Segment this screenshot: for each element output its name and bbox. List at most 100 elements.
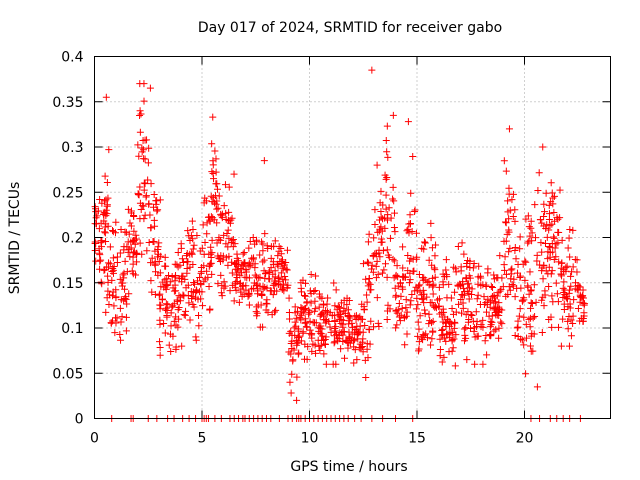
data-point — [132, 235, 140, 243]
data-point — [121, 257, 129, 265]
data-point — [391, 257, 399, 265]
data-point — [285, 329, 293, 337]
data-point — [348, 319, 356, 327]
data-point — [520, 341, 528, 349]
data-point — [429, 327, 437, 335]
data-point — [121, 228, 129, 236]
data-point — [509, 190, 517, 198]
data-point — [290, 324, 298, 332]
data-point — [301, 319, 309, 327]
x-tick-label: 20 — [516, 431, 534, 447]
data-point — [538, 296, 546, 304]
data-point — [438, 313, 446, 321]
data-point — [220, 202, 228, 210]
data-point — [549, 298, 557, 306]
data-point — [117, 336, 125, 344]
data-point — [286, 315, 294, 323]
data-point — [363, 258, 371, 266]
data-point — [108, 317, 116, 325]
data-point — [341, 354, 349, 362]
data-point — [196, 273, 204, 281]
data-point — [173, 296, 181, 304]
data-point — [147, 277, 155, 285]
data-point — [303, 298, 311, 306]
data-point — [104, 222, 112, 230]
data-point — [551, 244, 559, 252]
data-point — [252, 238, 260, 246]
data-point — [381, 260, 389, 268]
data-point — [343, 301, 351, 309]
data-point — [458, 239, 466, 247]
data-point — [550, 209, 558, 217]
data-point — [252, 281, 260, 289]
data-point — [319, 308, 327, 316]
data-point — [214, 204, 222, 212]
data-point — [143, 136, 151, 144]
data-point — [145, 144, 153, 152]
data-point — [224, 226, 232, 234]
data-point — [320, 350, 328, 358]
data-point — [536, 216, 544, 224]
data-point — [224, 243, 232, 251]
data-point — [359, 315, 367, 323]
data-point — [172, 271, 180, 279]
data-point — [190, 241, 198, 249]
data-point — [363, 298, 371, 306]
data-point — [140, 97, 148, 105]
data-point — [389, 111, 397, 119]
data-point — [161, 276, 169, 284]
data-point — [485, 312, 493, 320]
data-point — [504, 197, 512, 205]
data-point — [420, 245, 428, 253]
data-point — [102, 238, 110, 246]
data-point — [436, 352, 444, 360]
data-point — [116, 330, 124, 338]
data-point — [132, 231, 140, 239]
data-point — [555, 228, 563, 236]
data-point — [155, 291, 163, 299]
data-point — [320, 301, 328, 309]
data-point — [375, 323, 383, 331]
data-point — [178, 342, 186, 350]
data-point — [392, 272, 400, 280]
data-point — [392, 293, 400, 301]
data-point — [564, 244, 572, 252]
data-point — [384, 251, 392, 259]
data-point — [559, 293, 567, 301]
data-point — [409, 267, 417, 275]
data-point — [165, 272, 173, 279]
data-point — [91, 203, 99, 211]
data-point — [245, 289, 253, 297]
data-point — [550, 192, 558, 200]
data-point — [398, 283, 406, 291]
data-point — [429, 283, 437, 291]
data-point — [469, 317, 477, 325]
data-point — [109, 254, 117, 262]
data-point — [428, 261, 436, 269]
data-point — [532, 298, 540, 306]
data-point — [506, 244, 514, 252]
data-point — [150, 190, 158, 198]
data-point — [131, 240, 139, 248]
data-point — [118, 282, 126, 290]
data-point — [215, 192, 223, 200]
data-point — [267, 264, 275, 272]
data-point — [116, 304, 124, 312]
data-point — [179, 258, 187, 266]
data-point — [278, 257, 286, 265]
data-point — [373, 257, 381, 265]
data-point — [548, 323, 556, 331]
data-point — [172, 345, 180, 353]
data-point — [467, 311, 475, 319]
data-point — [106, 260, 114, 268]
data-point — [503, 230, 511, 238]
data-point — [479, 281, 487, 289]
data-point — [285, 348, 293, 356]
data-point — [316, 346, 324, 354]
data-point — [402, 312, 410, 320]
data-point — [246, 238, 254, 246]
data-point — [222, 240, 230, 248]
data-point — [371, 206, 379, 214]
data-point — [383, 148, 391, 156]
data-point — [212, 180, 220, 188]
